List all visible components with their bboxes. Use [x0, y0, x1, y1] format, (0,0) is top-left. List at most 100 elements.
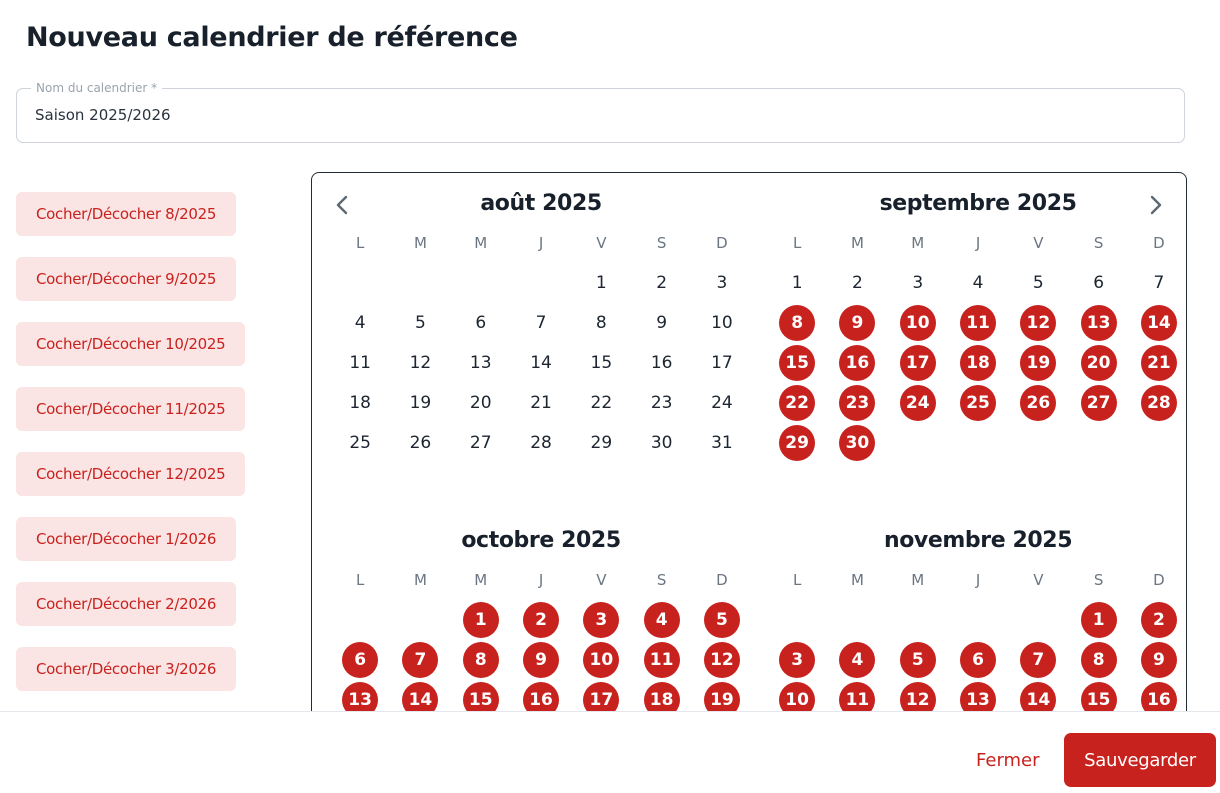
calendar-day[interactable]: 24 [711, 393, 733, 413]
calendar-day[interactable]: 7 [535, 313, 547, 333]
calendar-day[interactable]: 3 [716, 273, 728, 293]
calendar-day[interactable]: 1 [791, 273, 803, 293]
calendar-day-selected[interactable]: 17 [899, 345, 936, 381]
calendar-day-selected[interactable]: 10 [899, 305, 936, 341]
calendar-day[interactable]: 8 [595, 313, 607, 333]
calendar-day-selected[interactable]: 11 [643, 642, 680, 678]
calendar-day[interactable]: 5 [415, 313, 426, 333]
calendar-day-selected[interactable]: 2 [1140, 602, 1177, 638]
calendar-day-selected[interactable]: 12 [703, 642, 740, 678]
weekday-header: M [911, 234, 925, 252]
calendar-day-selected[interactable]: 22 [779, 385, 816, 421]
calendar-day-selected[interactable]: 9 [1140, 642, 1177, 678]
calendar-day[interactable]: 1 [595, 273, 607, 293]
calendar-day-selected[interactable]: 2 [523, 602, 560, 638]
toggle-month-button[interactable]: Cocher/Décocher 9/2025 [16, 257, 237, 301]
toggle-month-button[interactable]: Cocher/Décocher 2/2026 [16, 582, 237, 626]
calendar-day-selected[interactable]: 5 [899, 642, 936, 678]
calendar-day[interactable]: 17 [711, 353, 733, 373]
calendar-day-selected[interactable]: 7 [1020, 642, 1057, 678]
calendar-day-selected[interactable]: 6 [342, 642, 379, 678]
calendar-day[interactable]: 11 [349, 353, 371, 373]
calendar-day-selected[interactable]: 14 [1140, 305, 1177, 341]
calendar-day[interactable]: 20 [469, 393, 492, 413]
calendar-day[interactable]: 29 [590, 433, 613, 453]
calendar-day[interactable]: 13 [469, 353, 492, 373]
calendar-day-selected[interactable]: 6 [960, 642, 997, 678]
calendar-name-input[interactable] [35, 103, 1135, 127]
calendar-day-selected[interactable]: 8 [779, 305, 816, 341]
calendar-day[interactable]: 4 [972, 273, 984, 293]
calendar-day[interactable]: 7 [1153, 273, 1165, 293]
calendar-day-selected[interactable]: 9 [839, 305, 876, 341]
calendar-day-selected[interactable]: 21 [1140, 345, 1177, 381]
calendar-day-selected[interactable]: 15 [779, 345, 816, 381]
calendar-day[interactable]: 18 [349, 393, 371, 413]
calendar-day-selected[interactable]: 16 [839, 345, 876, 381]
calendar-day[interactable]: 23 [650, 393, 673, 413]
calendar-day-selected[interactable]: 3 [583, 602, 620, 638]
weekday-header: D [716, 571, 728, 589]
calendar-day[interactable]: 21 [530, 393, 552, 413]
calendar-day-selected[interactable]: 4 [839, 642, 876, 678]
calendar-day[interactable]: 2 [656, 273, 668, 293]
calendar-day-selected[interactable]: 10 [583, 642, 620, 678]
calendar-day-selected[interactable]: 8 [1080, 642, 1117, 678]
save-button[interactable]: Sauvegarder [1064, 733, 1216, 787]
calendar-day[interactable]: 19 [409, 393, 432, 413]
toggle-month-button[interactable]: Cocher/Décocher 8/2025 [16, 192, 237, 236]
calendar-day[interactable]: 5 [1032, 273, 1044, 293]
calendar-day-selected[interactable]: 23 [839, 385, 876, 421]
toggle-month-button[interactable]: Cocher/Décocher 12/2025 [16, 452, 246, 496]
calendar-day-selected[interactable]: 29 [779, 425, 816, 461]
calendar-day-selected[interactable]: 24 [899, 385, 936, 421]
calendar-day[interactable]: 31 [711, 433, 733, 453]
close-button[interactable]: Fermer [964, 733, 1052, 787]
calendar-day[interactable]: 28 [530, 433, 552, 453]
calendar-day[interactable]: 3 [912, 273, 924, 293]
chevron-left-icon[interactable] [330, 192, 356, 218]
chevron-right-icon[interactable] [1142, 192, 1168, 218]
weekday-header: V [596, 234, 607, 252]
calendar-day-selected[interactable]: 20 [1080, 345, 1117, 381]
calendar-day-selected[interactable]: 28 [1140, 385, 1177, 421]
calendar-day-selected[interactable]: 3 [779, 642, 816, 678]
calendar-day-selected[interactable]: 9 [523, 642, 560, 678]
calendar-day-selected[interactable]: 7 [402, 642, 439, 678]
calendar-day[interactable]: 6 [475, 313, 487, 333]
calendar-day[interactable]: 10 [711, 313, 733, 333]
calendar-day-selected[interactable]: 4 [643, 602, 680, 638]
toggle-month-button[interactable]: Cocher/Décocher 11/2025 [16, 387, 246, 431]
calendar-day[interactable]: 14 [530, 353, 552, 373]
calendar-day-selected[interactable]: 11 [960, 305, 997, 341]
calendar-day-selected[interactable]: 12 [1020, 305, 1057, 341]
calendar-day[interactable]: 27 [469, 433, 492, 453]
calendar-day-selected[interactable]: 18 [960, 345, 997, 381]
calendar-day[interactable]: 22 [590, 393, 613, 413]
calendar-day-selected[interactable]: 30 [839, 425, 876, 461]
toggle-month-button[interactable]: Cocher/Décocher 1/2026 [16, 517, 237, 561]
calendar-day-selected[interactable]: 25 [960, 385, 997, 421]
calendar-day[interactable]: 4 [354, 313, 366, 333]
calendar-day-selected[interactable]: 8 [462, 642, 499, 678]
calendar-name-field[interactable]: Nom du calendrier * [16, 80, 1185, 143]
calendar-day[interactable]: 2 [852, 273, 863, 293]
calendar-day[interactable]: 26 [409, 433, 432, 453]
calendar-day[interactable]: 9 [656, 313, 668, 333]
calendar-day[interactable]: 16 [650, 353, 673, 373]
calendar-day[interactable]: 6 [1093, 273, 1105, 293]
calendar-day-selected[interactable]: 27 [1080, 385, 1117, 421]
toggle-month-button[interactable]: Cocher/Décocher 3/2026 [16, 647, 237, 691]
calendar-day-selected[interactable]: 13 [1080, 305, 1117, 341]
weekday-header: D [716, 234, 728, 252]
calendar-day-selected[interactable]: 1 [462, 602, 499, 638]
toggle-month-button[interactable]: Cocher/Décocher 10/2025 [16, 322, 246, 366]
calendar-day[interactable]: 12 [409, 353, 432, 373]
calendar-day-selected[interactable]: 5 [703, 602, 740, 638]
calendar-day[interactable]: 15 [590, 353, 613, 373]
calendar-day-selected[interactable]: 1 [1080, 602, 1117, 638]
calendar-day-selected[interactable]: 19 [1020, 345, 1057, 381]
calendar-day[interactable]: 30 [650, 433, 673, 453]
calendar-day-selected[interactable]: 26 [1020, 385, 1057, 421]
calendar-day[interactable]: 25 [349, 433, 371, 453]
